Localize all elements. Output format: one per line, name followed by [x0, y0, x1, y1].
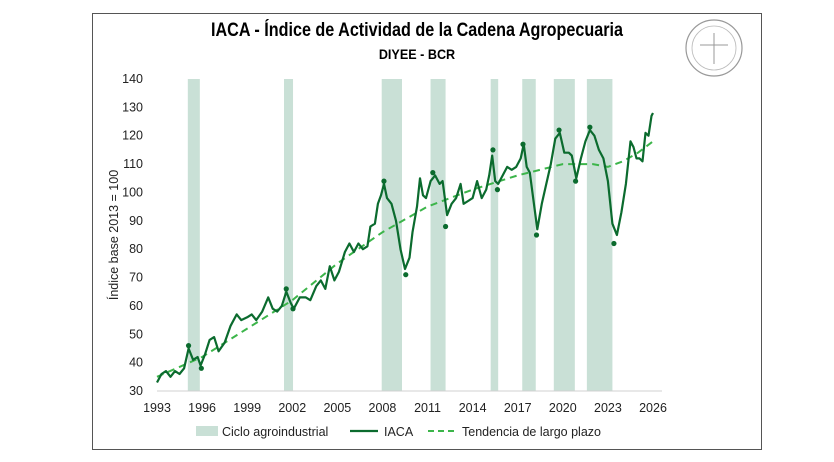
- y-tick-label: 60: [129, 299, 143, 313]
- y-tick-label: 120: [122, 129, 143, 143]
- cycle-band: [430, 79, 446, 391]
- x-tick-label: 2005: [323, 401, 351, 415]
- cycle-band: [284, 79, 294, 391]
- turning-point: [381, 178, 387, 184]
- trend-line: [156, 140, 654, 378]
- legend-label-iaca: IACA: [384, 425, 414, 439]
- x-tick-label: 2023: [594, 401, 622, 415]
- turning-point: [611, 240, 617, 247]
- turning-point: [430, 170, 436, 176]
- legend-label-trend: Tendencia de largo plazo: [462, 425, 601, 439]
- turning-point: [185, 343, 192, 349]
- chart-title: IACA - Índice de Actividad de la Cadena …: [211, 20, 623, 41]
- x-tick-label: 2026: [639, 401, 667, 415]
- y-tick-label: 110: [123, 157, 143, 171]
- turning-point: [290, 306, 296, 312]
- x-tick-label: 2017: [504, 401, 532, 415]
- x-tick-label: 2008: [369, 401, 397, 415]
- chart-subtitle: DIYEE - BCR: [378, 46, 456, 62]
- x-tick-label: 1996: [188, 401, 216, 415]
- iaca-line: [156, 112, 654, 384]
- legend: Ciclo agroindustrial IACA Tendencia de l…: [196, 425, 601, 439]
- y-tick-label: 140: [122, 72, 143, 86]
- x-tick-label: 2020: [549, 401, 577, 415]
- y-tick-label: 40: [129, 356, 143, 370]
- x-tick-label: 1999: [233, 401, 261, 415]
- y-tick-label: 80: [129, 242, 143, 256]
- turning-point: [442, 223, 449, 230]
- chart-frame: [92, 13, 762, 450]
- turning-point: [403, 272, 409, 278]
- x-tick-label: 2014: [459, 401, 487, 415]
- cycle-band: [553, 79, 575, 391]
- y-tick-label: 130: [122, 100, 143, 114]
- y-tick-label: 30: [129, 384, 143, 398]
- cycle-band: [522, 79, 536, 391]
- x-tick-label: 2011: [414, 401, 441, 415]
- cycle-band: [381, 79, 402, 391]
- legend-swatch-bands: [196, 426, 218, 436]
- y-tick-label: 90: [129, 214, 143, 228]
- legend-label-bands: Ciclo agroindustrial: [222, 425, 328, 439]
- y-tick-label: 50: [129, 327, 143, 341]
- y-axis-label: Índice base 2013 = 100: [106, 170, 121, 300]
- bcr-logo: [685, 19, 743, 77]
- turning-point: [556, 127, 562, 133]
- turning-point: [572, 178, 579, 184]
- cycle-band: [490, 79, 499, 391]
- cycle-band: [187, 79, 200, 391]
- x-tick-label: 2002: [278, 401, 306, 415]
- turning-point: [520, 141, 526, 147]
- x-tick-label: 1993: [143, 401, 171, 415]
- turning-point: [490, 147, 496, 153]
- turning-point: [533, 232, 540, 238]
- y-tick-label: 100: [122, 185, 143, 199]
- turning-point: [587, 124, 593, 130]
- turning-point: [198, 365, 204, 371]
- turning-point: [283, 286, 289, 292]
- turning-point: [494, 187, 501, 193]
- y-tick-label: 70: [129, 271, 143, 285]
